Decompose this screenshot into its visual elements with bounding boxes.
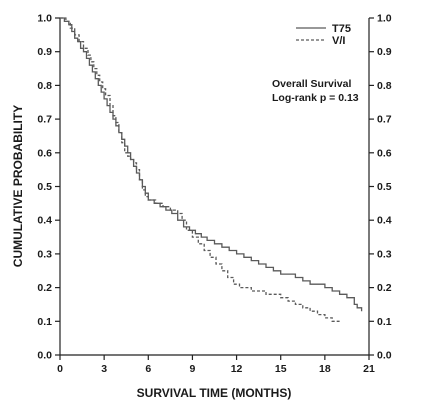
y-tick-label-right: 0.4: [377, 215, 392, 227]
y-tick-label-left: 0.1: [37, 316, 52, 328]
y-tick-label-right: 0.0: [377, 350, 392, 362]
series-line-t75: [60, 17, 363, 312]
y-tick-label-right: 0.2: [377, 282, 392, 294]
series-line-vi: [60, 17, 340, 322]
x-tick-label: 6: [145, 363, 151, 375]
x-tick-label: 15: [275, 363, 287, 375]
x-axis-title: SURVIVAL TIME (MONTHS): [137, 386, 292, 400]
y-tick-label-left: 0.4: [37, 215, 52, 227]
y-tick-label-left: 0.3: [37, 248, 52, 260]
y-tick-label-right: 0.9: [377, 46, 392, 58]
y-tick-label-right: 0.3: [377, 248, 392, 260]
x-tick-label: 18: [319, 363, 331, 375]
y-tick-label-right: 0.7: [377, 114, 392, 126]
y-tick-label-left: 0.6: [37, 147, 52, 159]
y-tick-label-left: 0.5: [37, 181, 52, 193]
y-tick-label-right: 0.6: [377, 147, 392, 159]
plot-frame: [59, 18, 370, 356]
y-tick-label-left: 0.2: [37, 282, 52, 294]
y-tick-label-left: 0.0: [37, 350, 52, 362]
x-tick-label: 21: [363, 363, 375, 375]
y-tick-label-right: 0.1: [377, 316, 392, 328]
y-tick-label-right: 0.5: [377, 181, 392, 193]
ticks: 0.0 0.0 0.1 0.1 0.2 0.2 0.3 0.3 0.4 0.4 0.5 0.5 0.6 0…: [37, 13, 391, 376]
annotation-overall-survival: Overall Survival: [272, 78, 351, 90]
y-tick-label-left: 1.0: [37, 13, 52, 25]
x-tick-label: 0: [57, 363, 63, 375]
x-tick-label: 9: [190, 363, 196, 375]
legend-label-t75: T75: [332, 23, 351, 35]
y-tick-label-right: 1.0: [377, 13, 392, 25]
y-tick-label-left: 0.8: [37, 80, 52, 92]
x-tick-label: 3: [101, 363, 107, 375]
y-tick-label-right: 0.8: [377, 80, 392, 92]
y-tick-label-left: 0.9: [37, 46, 52, 58]
legend-label-vi: V/I: [332, 35, 345, 47]
series-lines: [60, 17, 363, 322]
x-tick-label: 12: [231, 363, 243, 375]
y-tick-label-left: 0.7: [37, 114, 52, 126]
y-axis-title: CUMULATIVE PROBABILITY: [11, 105, 25, 267]
annotation-log-rank: Log-rank p = 0.13: [272, 92, 359, 104]
